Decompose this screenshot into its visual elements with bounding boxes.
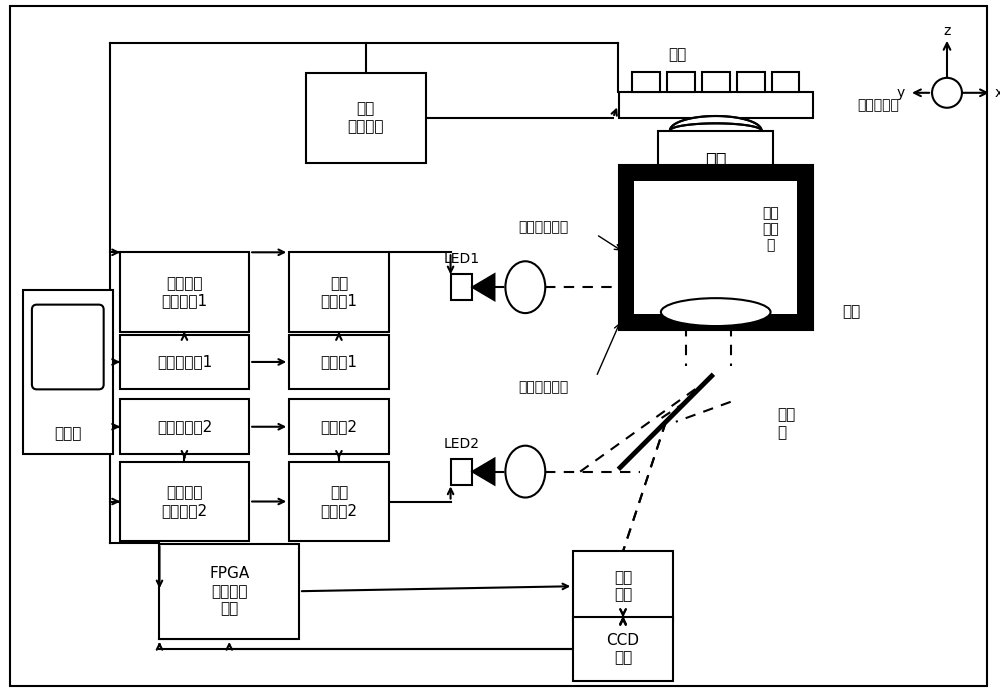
Bar — [306, 73, 426, 163]
Text: 电流源1: 电流源1 — [320, 354, 357, 370]
Bar — [619, 165, 813, 181]
Text: LED2: LED2 — [444, 437, 480, 450]
Bar — [289, 399, 389, 454]
Bar — [289, 462, 389, 541]
Bar — [573, 617, 673, 682]
Text: 样品工作台: 样品工作台 — [857, 98, 899, 112]
Polygon shape — [670, 116, 762, 131]
Bar — [619, 165, 813, 329]
Text: CCD
相机: CCD 相机 — [607, 633, 640, 665]
Text: 激发光滤波片: 激发光滤波片 — [518, 220, 568, 235]
Bar — [619, 165, 813, 329]
Text: 发射光滤波片: 发射光滤波片 — [518, 380, 568, 394]
Circle shape — [932, 78, 962, 108]
Bar — [619, 165, 634, 329]
Bar — [737, 72, 765, 92]
Text: 信号发生器2: 信号发生器2 — [157, 419, 212, 435]
Text: 腔镜: 腔镜 — [842, 304, 861, 320]
Text: 分光
镜: 分光 镜 — [778, 408, 796, 440]
Ellipse shape — [505, 446, 545, 498]
Text: FPGA
门控选通
电路: FPGA 门控选通 电路 — [209, 566, 249, 616]
FancyBboxPatch shape — [32, 304, 104, 390]
Text: 像增
强器: 像增 强器 — [614, 570, 632, 603]
Bar — [702, 72, 730, 92]
Bar — [289, 253, 389, 332]
Text: 射频功率
放大电路1: 射频功率 放大电路1 — [161, 276, 207, 309]
Bar — [772, 72, 799, 92]
Text: 射频功率
放大电路2: 射频功率 放大电路2 — [161, 485, 207, 518]
Text: 分光
滤波
片: 分光 滤波 片 — [762, 206, 779, 253]
Bar — [23, 290, 113, 454]
Polygon shape — [472, 274, 494, 300]
Bar — [289, 334, 389, 390]
Bar — [120, 334, 249, 390]
Bar — [632, 72, 660, 92]
Ellipse shape — [661, 298, 771, 326]
Text: LED1: LED1 — [443, 253, 480, 266]
Text: 计算机: 计算机 — [54, 426, 81, 441]
Text: z: z — [943, 24, 951, 38]
Text: 样品: 样品 — [669, 48, 687, 62]
Bar — [451, 459, 472, 484]
Ellipse shape — [505, 262, 545, 313]
Bar — [797, 165, 813, 329]
Text: x: x — [995, 86, 1000, 100]
Bar — [619, 313, 813, 329]
Text: 电流源2: 电流源2 — [320, 419, 357, 435]
Text: 直流
偏置器2: 直流 偏置器2 — [320, 485, 357, 518]
Bar — [619, 92, 813, 118]
Bar — [120, 253, 249, 332]
Bar — [451, 274, 472, 300]
Bar — [658, 131, 773, 190]
Text: 直流
偏置器1: 直流 偏置器1 — [320, 276, 357, 309]
Bar — [120, 462, 249, 541]
Bar — [667, 72, 695, 92]
Bar — [120, 399, 249, 454]
Text: y: y — [897, 86, 905, 100]
Text: 控制
驱动电路: 控制 驱动电路 — [348, 102, 384, 134]
Text: 信号发生器1: 信号发生器1 — [157, 354, 212, 370]
Bar — [159, 544, 299, 639]
Polygon shape — [472, 459, 494, 484]
Text: 物镜: 物镜 — [705, 152, 726, 170]
Bar — [573, 552, 673, 621]
